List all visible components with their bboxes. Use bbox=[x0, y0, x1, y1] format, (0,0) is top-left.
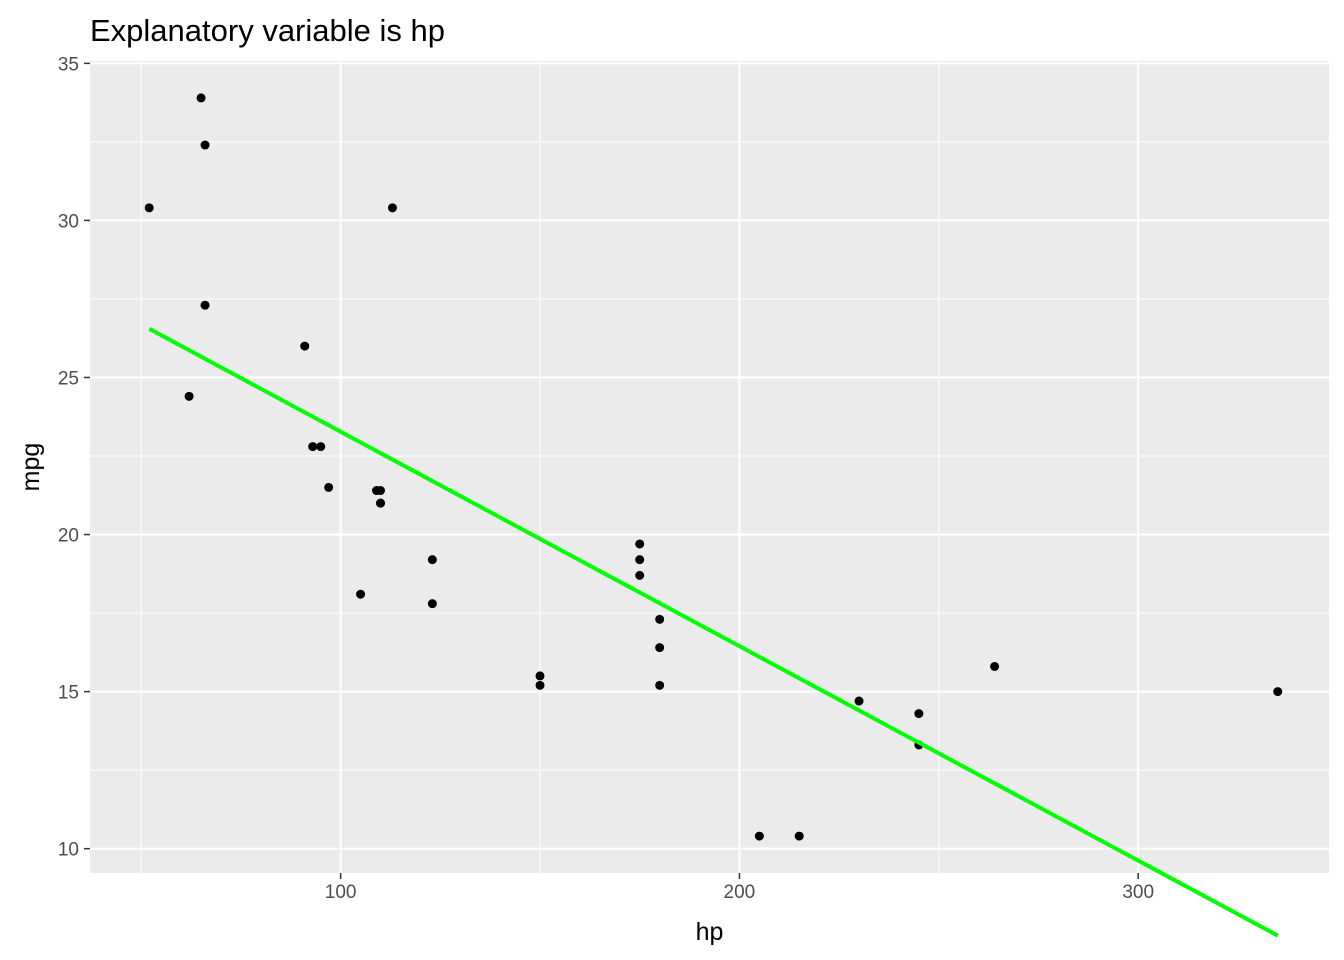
data-point bbox=[427, 599, 437, 609]
data-point bbox=[655, 680, 665, 690]
data-point bbox=[914, 709, 924, 719]
data-point bbox=[854, 696, 864, 706]
data-point bbox=[635, 570, 645, 580]
data-point bbox=[635, 539, 645, 549]
minor-gridlines bbox=[90, 61, 1329, 873]
data-point bbox=[372, 486, 382, 496]
data-point bbox=[635, 555, 645, 565]
y-tick-label: 30 bbox=[58, 211, 79, 232]
chart-title: Explanatory variable is hp bbox=[90, 13, 445, 48]
regression-line bbox=[148, 327, 1279, 938]
y-tick-label: 20 bbox=[58, 526, 79, 547]
data-point bbox=[427, 555, 437, 565]
data-point bbox=[990, 661, 1000, 671]
data-point bbox=[655, 643, 665, 653]
x-tick-label: 200 bbox=[724, 882, 756, 903]
data-point bbox=[200, 300, 210, 310]
data-point bbox=[308, 442, 318, 452]
data-point bbox=[316, 442, 326, 452]
data-point bbox=[300, 341, 310, 351]
data-point bbox=[387, 203, 397, 213]
data-point bbox=[196, 93, 206, 103]
y-tick-label: 35 bbox=[58, 54, 79, 75]
data-point bbox=[1273, 687, 1283, 697]
data-point bbox=[184, 391, 194, 401]
y-tick-label: 25 bbox=[58, 368, 79, 389]
regression-line-group bbox=[148, 327, 1279, 938]
y-axis: 10 15 20 25 30 35 bbox=[58, 54, 90, 861]
x-axis-title: hp bbox=[696, 918, 724, 946]
data-point bbox=[200, 140, 210, 150]
data-point bbox=[535, 671, 545, 681]
plot-panel bbox=[90, 61, 1329, 873]
data-point bbox=[535, 680, 545, 690]
data-point bbox=[356, 589, 366, 599]
x-tick-label: 300 bbox=[1122, 882, 1154, 903]
major-gridlines bbox=[90, 61, 1329, 873]
data-points bbox=[144, 93, 1283, 841]
y-tick-label: 10 bbox=[58, 840, 79, 861]
x-tick-label: 100 bbox=[325, 882, 357, 903]
data-point bbox=[144, 203, 154, 213]
y-axis-title: mpg bbox=[17, 443, 45, 492]
y-tick-label: 15 bbox=[58, 683, 79, 704]
x-axis: 100 200 300 bbox=[325, 873, 1154, 903]
data-point bbox=[655, 614, 665, 624]
data-point bbox=[376, 498, 386, 508]
data-point bbox=[324, 482, 334, 492]
data-point bbox=[794, 831, 804, 841]
data-point bbox=[754, 831, 764, 841]
